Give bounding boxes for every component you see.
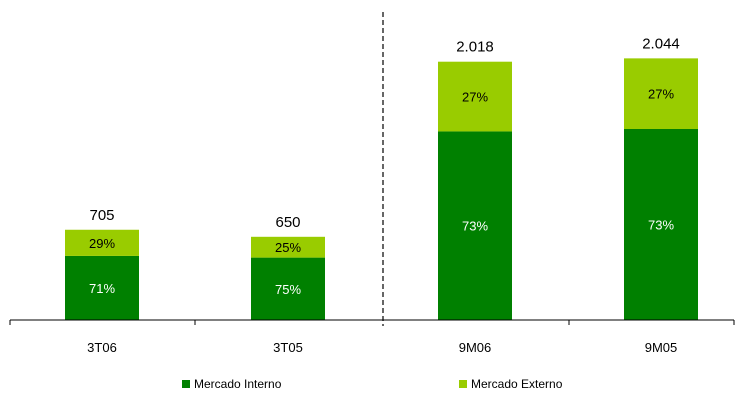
legend-label-interno: Mercado Interno — [194, 377, 282, 391]
x-tick-label-3T06: 3T06 — [87, 340, 117, 355]
total-label-9M05: 2.044 — [642, 35, 680, 52]
bar-9M06-interno — [438, 131, 512, 320]
total-label-9M06: 2.018 — [456, 39, 494, 56]
bar-9M05-interno — [624, 129, 698, 320]
x-tick-label-9M06: 9M06 — [459, 340, 492, 355]
x-axis-ticks: 3T06 3T05 9M06 9M05 — [9, 320, 735, 355]
total-label-3T06: 705 — [89, 207, 114, 224]
bar-9M06-externo — [438, 61, 512, 132]
pct-label-3T06-externo: 29% — [89, 236, 115, 251]
x-tick-label-9M05: 9M05 — [645, 340, 678, 355]
pct-label-3T05-interno: 75% — [275, 282, 301, 297]
pct-label-3T05-externo: 25% — [275, 240, 301, 255]
bar-3T06-interno — [65, 255, 139, 320]
pct-label-9M06-interno: 73% — [462, 219, 488, 234]
pct-label-9M06-externo: 27% — [462, 90, 488, 105]
pct-label-3T06-interno: 71% — [89, 281, 115, 296]
pct-label-9M05-externo: 27% — [648, 87, 674, 102]
labels-layer: 71% 29% 705 75% 25% 650 73% 27% 2.018 73% 27% 2.044 — [89, 35, 680, 296]
bar-3T05-externo — [251, 236, 325, 258]
bars-layer — [65, 58, 698, 320]
legend-label-externo: Mercado Externo — [471, 377, 563, 391]
legend-swatch-externo — [459, 380, 467, 388]
legend: Mercado Interno Mercado Externo — [182, 377, 563, 391]
bar-3T05-interno — [251, 257, 325, 320]
x-tick-label-3T05: 3T05 — [273, 340, 303, 355]
bar-3T06-externo — [65, 229, 139, 256]
bar-9M05-externo — [624, 58, 698, 130]
pct-label-9M05-interno: 73% — [648, 218, 674, 233]
total-label-3T05: 650 — [275, 214, 300, 231]
legend-swatch-interno — [182, 380, 190, 388]
